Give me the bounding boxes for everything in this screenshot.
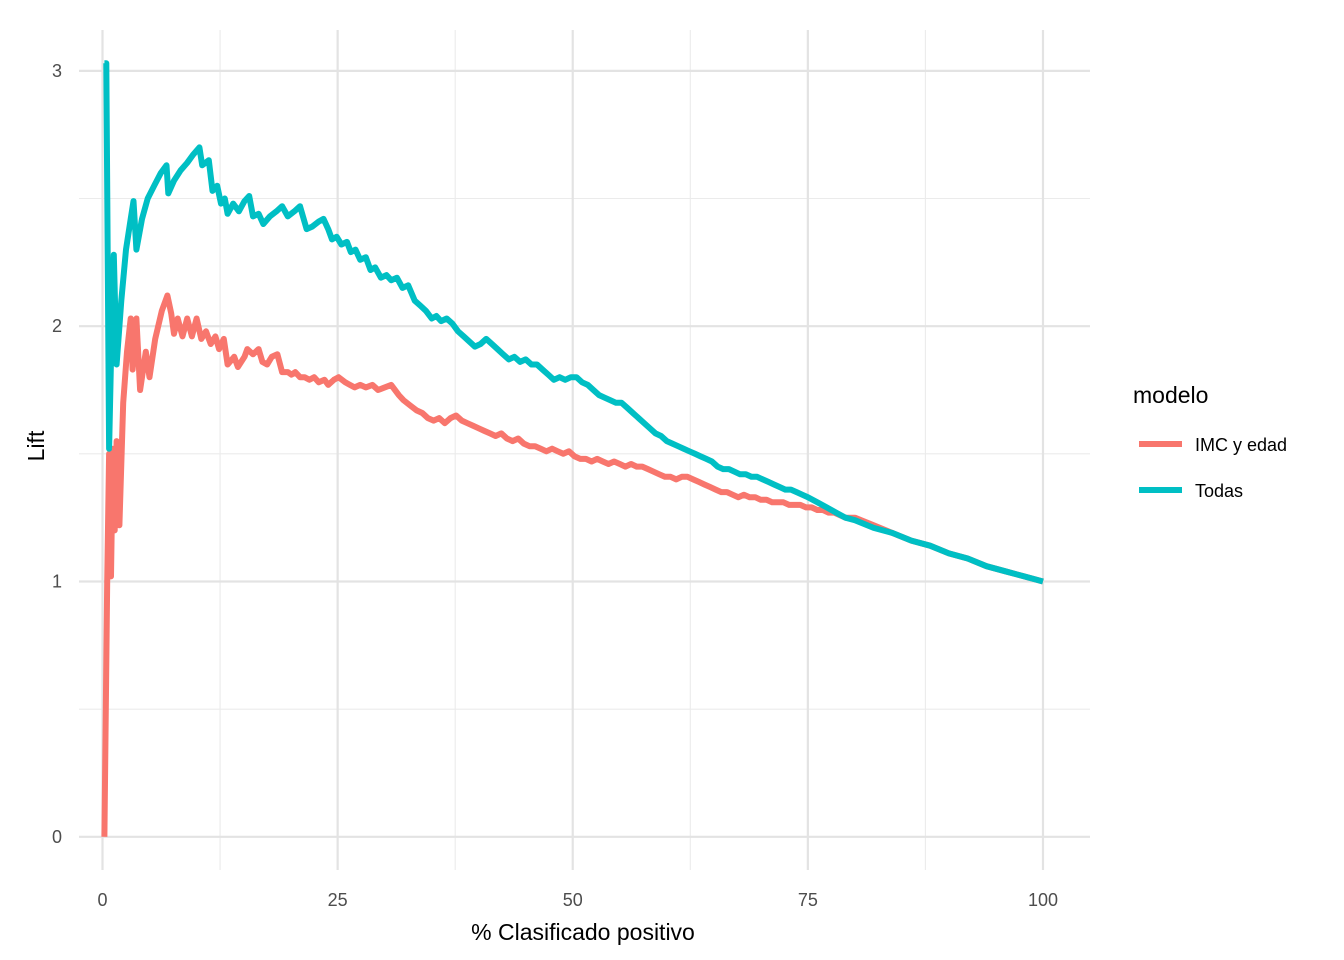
x-tick-label: 75 xyxy=(798,890,818,910)
legend-title: modelo xyxy=(1133,382,1208,408)
series-layer xyxy=(101,60,1044,837)
legend-label: Todas xyxy=(1195,481,1243,501)
y-tick-label: 1 xyxy=(52,571,62,591)
y-tick-label: 2 xyxy=(52,316,62,336)
series-line-todas xyxy=(103,60,1044,585)
y-tick-label: 0 xyxy=(52,827,62,847)
legend-label: IMC y edad xyxy=(1195,435,1287,455)
x-tick-label: 25 xyxy=(328,890,348,910)
y-axis-title: Lift xyxy=(23,430,49,461)
x-axis-title: % Clasificado positivo xyxy=(471,919,695,945)
x-tick-label: 0 xyxy=(98,890,108,910)
y-tick-label: 3 xyxy=(52,61,62,81)
legend: modelo IMC y edad Todas xyxy=(1133,382,1287,501)
series-line-imc-y-edad xyxy=(101,292,1044,837)
grid xyxy=(79,30,1090,870)
ticks: 0 25 50 75 100 0 1 2 3 xyxy=(52,61,1058,910)
x-tick-label: 50 xyxy=(563,890,583,910)
x-tick-label: 100 xyxy=(1028,890,1058,910)
